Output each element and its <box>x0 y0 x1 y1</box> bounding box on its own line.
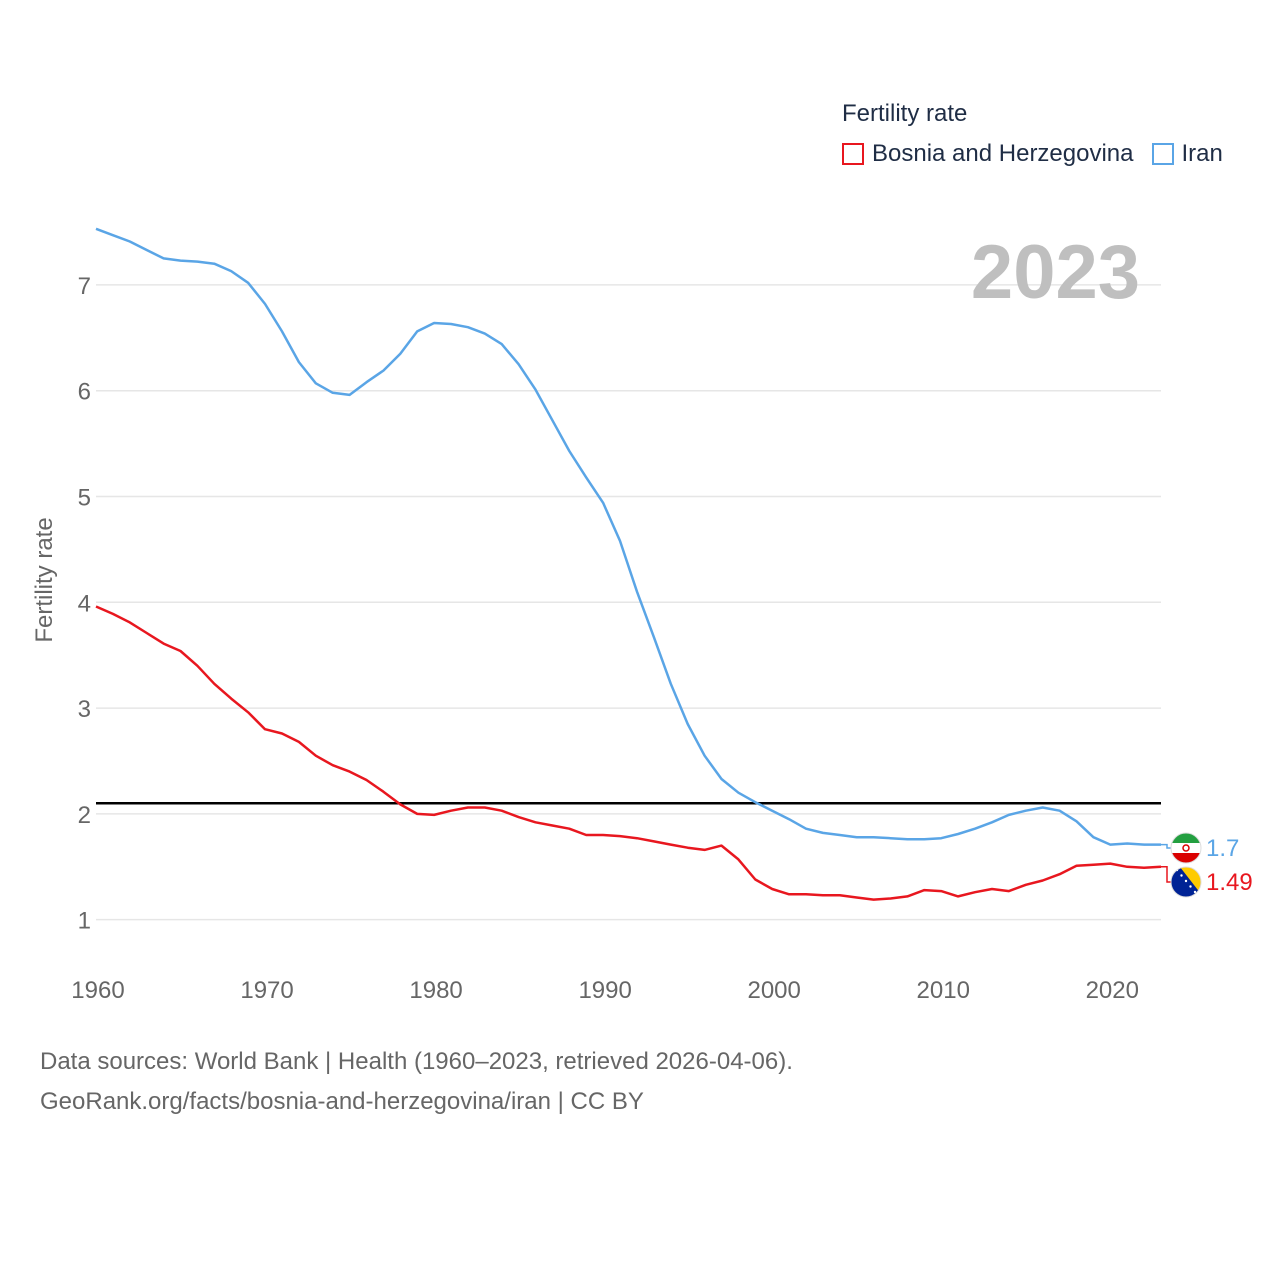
legend: Fertility rate Bosnia and Herzegovina Ir… <box>842 100 1241 168</box>
end-connector-iran <box>1161 843 1173 849</box>
iran-flag-icon <box>1170 832 1202 864</box>
series-line-iran[interactable] <box>95 227 1161 846</box>
end-value-label-iran: 1.7 <box>1206 835 1239 862</box>
y-tick-label: 7 <box>78 273 91 300</box>
sources-line-1: Data sources: World Bank | Health (1960–… <box>40 1048 793 1075</box>
legend-swatch-iran <box>1151 143 1174 165</box>
y-tick-label: 6 <box>78 379 91 406</box>
x-tick-label: 2000 <box>747 977 800 1004</box>
x-tick-label: 1960 <box>71 977 124 1004</box>
y-tick-label: 5 <box>78 484 91 511</box>
legend-label-bosnia: Bosnia and Herzegovina <box>872 140 1134 167</box>
y-axis-label: Fertility rate <box>31 517 58 642</box>
x-tick-label: 1970 <box>240 977 293 1004</box>
x-tick-label: 1980 <box>409 977 462 1004</box>
legend-swatch-bosnia <box>842 143 864 165</box>
year-label: 2023 <box>971 230 1140 315</box>
x-tick-label: 1990 <box>578 977 631 1004</box>
series-line-bosnia[interactable] <box>95 605 1162 901</box>
legend-item-iran[interactable]: Iran <box>1151 140 1223 168</box>
legend-label-iran: Iran <box>1181 140 1223 167</box>
sources-line-2[interactable]: GeoRank.org/facts/bosnia-and-herzegovina… <box>40 1088 644 1115</box>
data-sources: Data sources: World Bank | Health (1960–… <box>40 1042 793 1122</box>
x-tick-label: 2020 <box>1086 977 1139 1004</box>
legend-title: Fertility rate <box>842 100 968 127</box>
x-tick-label: 2010 <box>917 977 970 1004</box>
end-connector-bosnia <box>1161 866 1173 883</box>
y-tick-label: 3 <box>78 696 91 723</box>
y-tick-label: 2 <box>78 802 91 829</box>
y-tick-label: 1 <box>78 908 91 935</box>
end-value-label-bosnia: 1.49 <box>1206 869 1253 896</box>
legend-item-bosnia[interactable]: Bosnia and Herzegovina <box>842 140 1134 168</box>
bosnia-flag-icon <box>1170 866 1202 898</box>
y-tick-label: 4 <box>78 590 91 617</box>
